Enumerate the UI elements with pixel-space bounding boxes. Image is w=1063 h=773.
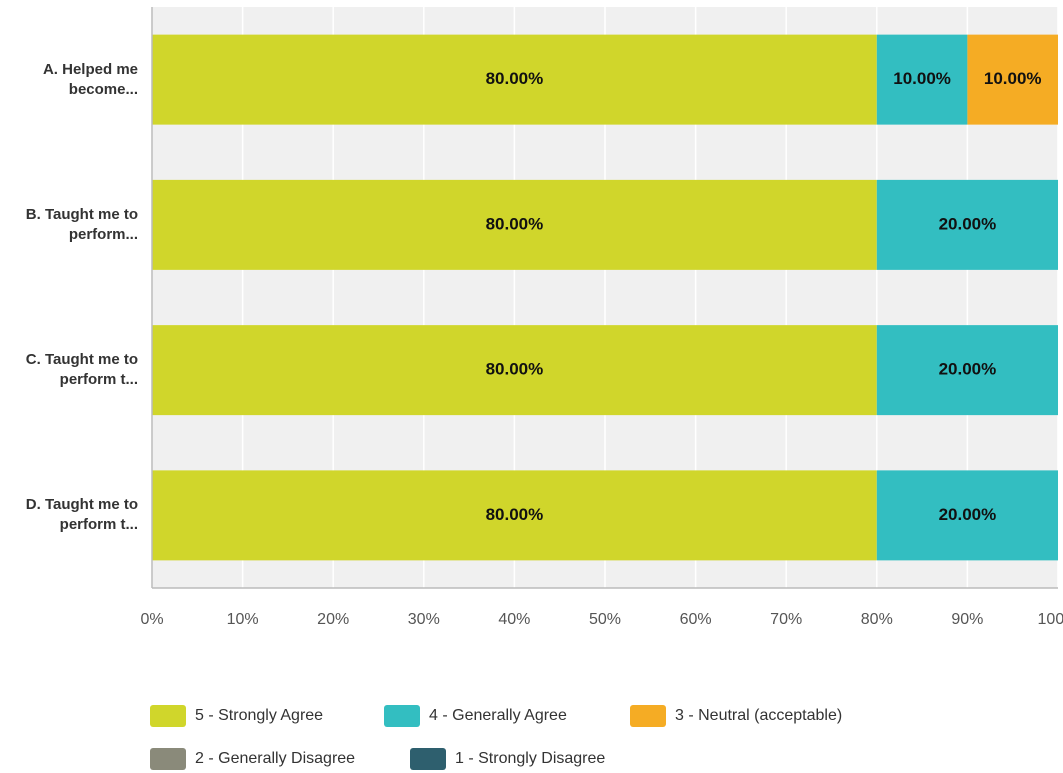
y-tick-label: A. Helped me become... [42, 60, 138, 98]
bar-segment [152, 34, 877, 125]
legend-label: 4 - Generally Agree [429, 707, 567, 724]
x-tick-label: 60% [680, 611, 712, 628]
data-label: 80.00% [486, 360, 544, 379]
x-tick-label: 20% [317, 611, 349, 628]
x-tick-label: 40% [498, 611, 530, 628]
x-tick-label: 100% [1038, 611, 1063, 628]
data-label: 10.00% [984, 69, 1042, 88]
data-label: 80.00% [486, 505, 544, 524]
bar-segment [876, 34, 968, 125]
x-tick-label: 0% [140, 611, 163, 628]
legend-label: 1 - Strongly Disagree [455, 750, 605, 767]
y-tick-label: C. Taught me to perform t... [25, 351, 138, 389]
legend-label: 2 - Generally Disagree [195, 750, 355, 767]
x-tick-label: 30% [408, 611, 440, 628]
bar-segment [876, 470, 1058, 561]
legend-swatch [150, 748, 186, 770]
data-label: 10.00% [893, 69, 951, 88]
legend-swatch [630, 705, 666, 727]
y-tick-label: D. Taught me to perform t... [25, 496, 138, 534]
data-label: 20.00% [939, 505, 997, 524]
y-tick-label: B. Taught me to perform... [25, 205, 138, 243]
x-tick-label: 50% [589, 611, 621, 628]
x-tick-label: 80% [861, 611, 893, 628]
bar-segment [876, 325, 1058, 416]
data-label: 20.00% [939, 214, 997, 233]
legend-swatch [150, 705, 186, 727]
legend-swatch [384, 705, 420, 727]
x-tick-label: 10% [227, 611, 259, 628]
x-tick-label: 90% [951, 611, 983, 628]
bar-segment [152, 179, 877, 270]
data-label: 80.00% [486, 214, 544, 233]
legend-swatch [410, 748, 446, 770]
bar-segment [152, 470, 877, 561]
data-label: 20.00% [939, 360, 997, 379]
legend-label: 3 - Neutral (acceptable) [675, 707, 842, 724]
legend-label: 5 - Strongly Agree [195, 707, 323, 724]
bar-segment [876, 179, 1058, 270]
data-label: 80.00% [486, 69, 544, 88]
bar-segment [152, 325, 877, 416]
bar-segment [967, 34, 1058, 125]
x-tick-label: 70% [770, 611, 802, 628]
